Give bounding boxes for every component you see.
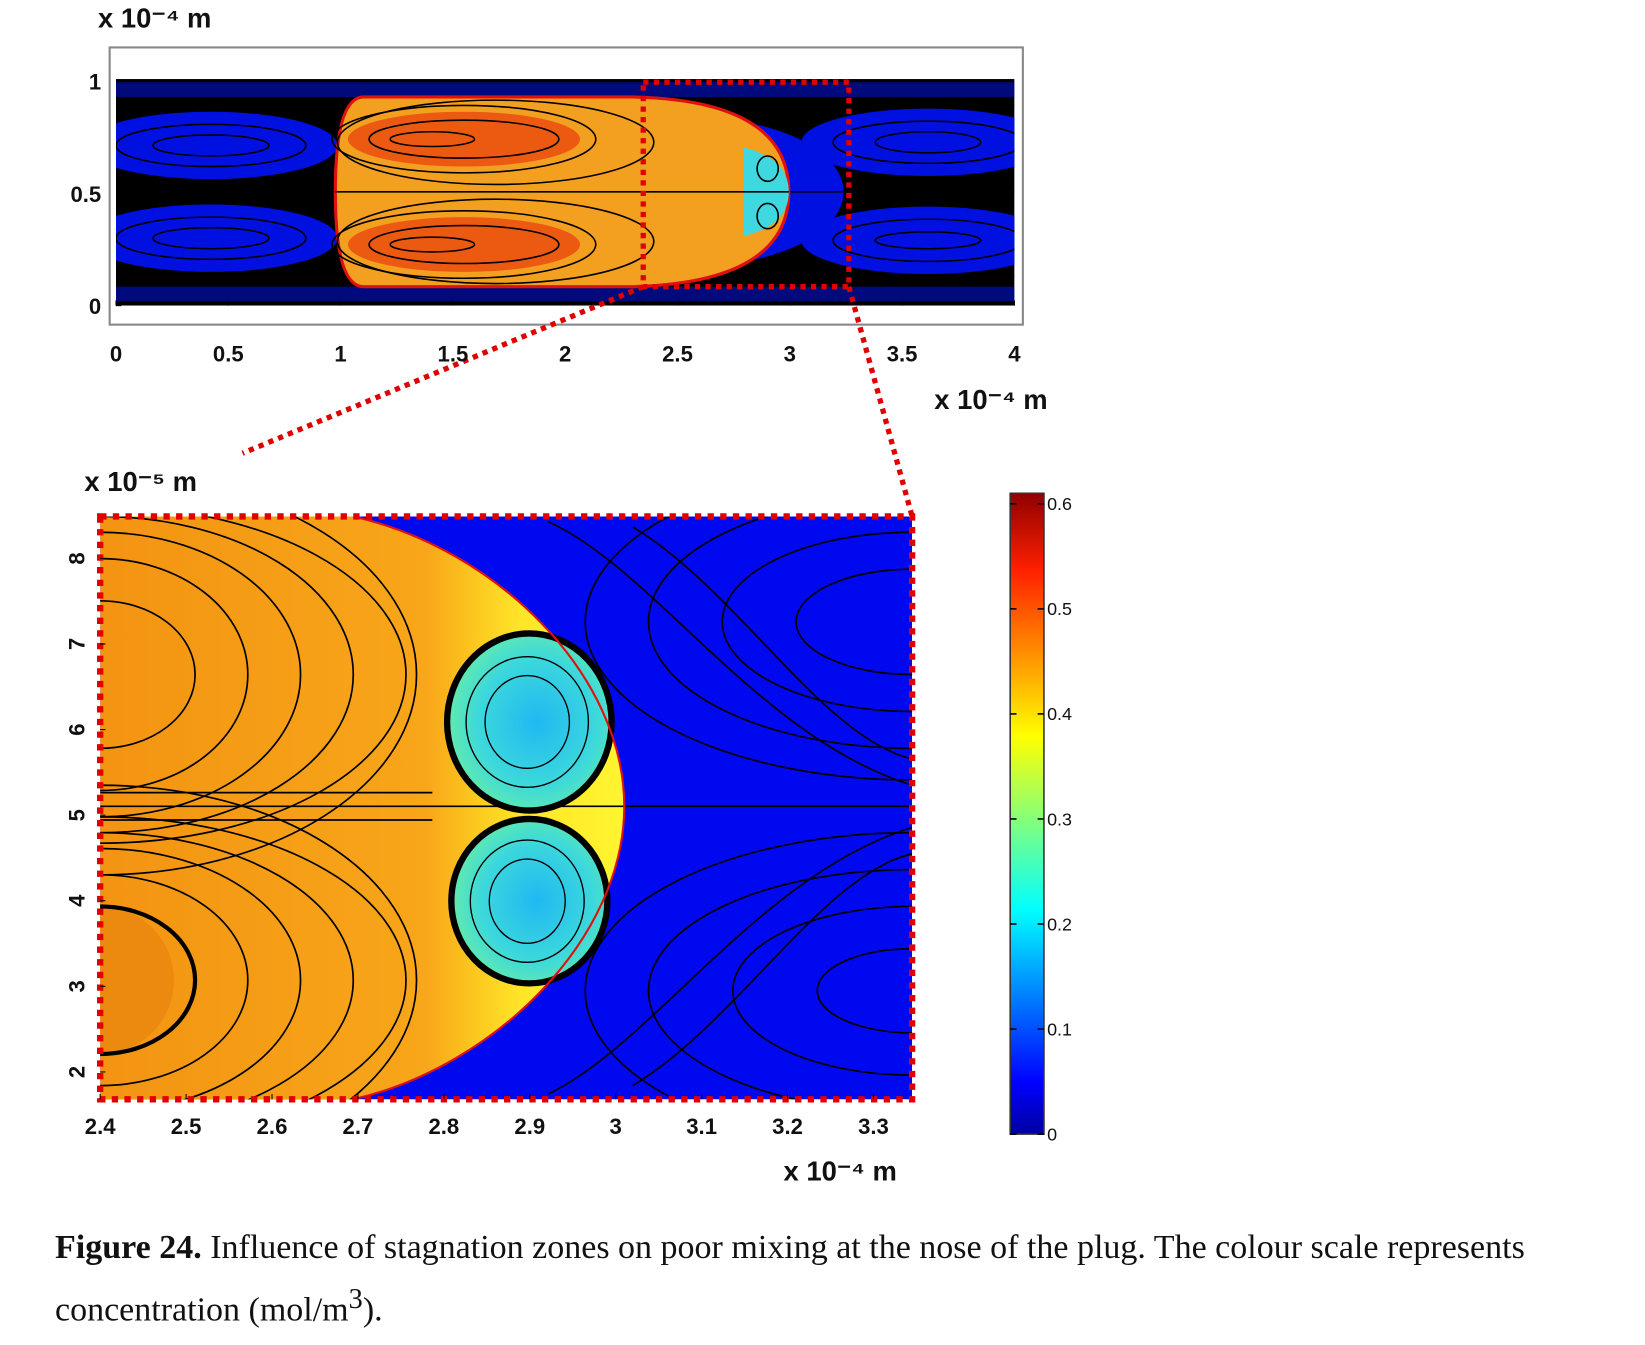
colorbar-tick-label: 0 — [1047, 1124, 1057, 1144]
x-tick-label: 2.6 — [257, 1114, 288, 1139]
x-unit: x 10⁻⁴ m — [934, 384, 1047, 415]
colorbar — [1009, 492, 1045, 1135]
y-tick-label: 6 — [64, 723, 89, 735]
x-tick-label: 1.5 — [438, 342, 469, 367]
y-tick-label: 0.5 — [70, 182, 101, 207]
x-tick-label: 2.4 — [85, 1114, 116, 1139]
x-unit: x 10⁻⁴ m — [783, 1155, 896, 1186]
caption-superscript: 3 — [348, 1284, 363, 1315]
x-tick-label: 1 — [334, 342, 346, 367]
caption-end: ). — [362, 1291, 383, 1329]
y-tick-label: 1 — [89, 70, 101, 95]
x-tick-label: 4 — [1008, 342, 1021, 367]
y-tick-label: 5 — [64, 809, 89, 821]
y-unit: x 10⁻⁴ m — [98, 2, 211, 33]
colorbar-tick-label: 0.6 — [1047, 494, 1072, 514]
y-tick-label: 8 — [64, 552, 89, 564]
colorbar-tick-label: 0.5 — [1047, 599, 1072, 619]
x-tick-label: 0 — [110, 342, 122, 367]
x-tick-label: 2 — [559, 342, 571, 367]
x-tick-label: 3 — [610, 1114, 622, 1139]
colorbar-tick-label: 0.4 — [1047, 704, 1072, 724]
x-tick-label: 3.1 — [686, 1114, 717, 1139]
y-tick-label: 2 — [64, 1066, 89, 1078]
y-tick-label: 4 — [64, 894, 89, 907]
zoom-connector — [241, 284, 645, 456]
colorbar-tick-label: 0.2 — [1047, 914, 1072, 934]
caption-label: Figure 24. — [55, 1229, 202, 1266]
x-tick-label: 0.5 — [213, 342, 244, 367]
x-tick-label: 2.9 — [514, 1114, 545, 1139]
y-tick-label: 7 — [64, 638, 89, 650]
caption: Figure 24. Influence of stagnation zones… — [55, 1222, 1645, 1336]
caption-text: Influence of stagnation zones on poor mi… — [55, 1229, 1525, 1329]
colorbar-tick-label: 0.3 — [1047, 809, 1072, 829]
colorbar-tick-label: 0.1 — [1047, 1019, 1072, 1039]
x-tick-label: 2.5 — [171, 1114, 202, 1139]
x-tick-label: 3 — [784, 342, 796, 367]
figure: x 10⁻⁴ m x 10⁻⁴ m x 10⁻⁵ m x 10⁻⁴ m 0 0.5… — [64, 2, 1072, 1186]
x-tick-label: 2.5 — [662, 342, 693, 367]
top-panel — [108, 46, 1024, 326]
x-tick-label: 3.3 — [858, 1114, 889, 1139]
x-tick-label: 3.5 — [887, 342, 918, 367]
bottom-panel — [97, 513, 916, 1103]
x-tick-label: 2.7 — [343, 1114, 374, 1139]
zoom-connector — [846, 285, 915, 518]
x-tick-label: 3.2 — [772, 1114, 803, 1139]
x-tick-label: 2.8 — [428, 1114, 459, 1139]
y-tick-label: 3 — [64, 980, 89, 992]
y-tick-label: 0 — [89, 294, 101, 319]
y-unit: x 10⁻⁵ m — [84, 466, 197, 497]
